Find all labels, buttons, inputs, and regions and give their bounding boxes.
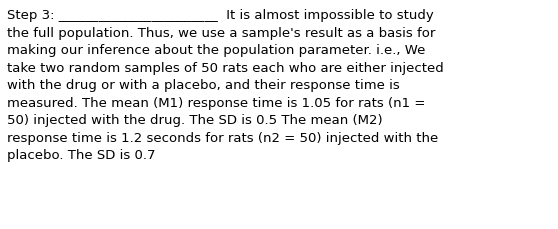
Text: Step 3: ________________________  It is almost impossible to study
the full popu: Step 3: ________________________ It is a… bbox=[7, 9, 444, 161]
